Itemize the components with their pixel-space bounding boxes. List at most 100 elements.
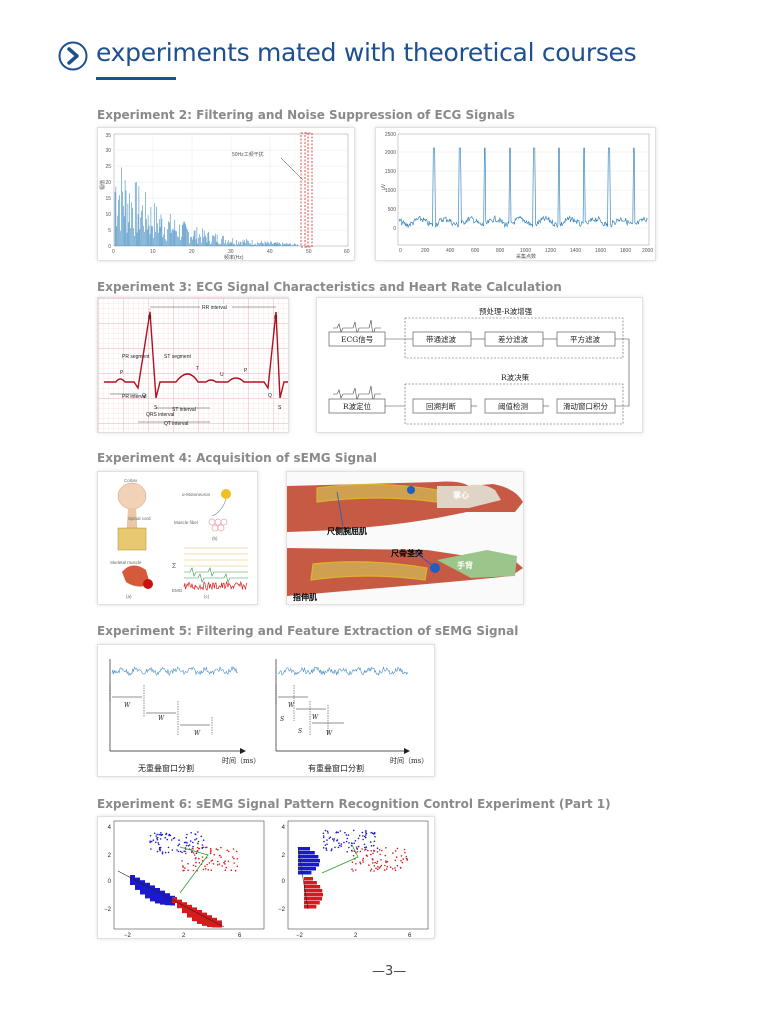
- class-a-point: [185, 841, 187, 844]
- histogram-bar: [177, 899, 182, 909]
- class-a-point: [329, 836, 332, 838]
- class-a-point: [197, 831, 199, 833]
- class-a-point: [149, 840, 151, 842]
- class-b-point: [210, 849, 212, 851]
- class-a-point: [373, 840, 376, 843]
- class-a-point: [167, 846, 170, 849]
- class-a-point: [183, 850, 185, 852]
- q-wave-label: Q: [142, 393, 146, 399]
- experiment-6-title: Experiment 6: sEMG Signal Pattern Recogn…: [97, 797, 611, 811]
- class-a-point: [326, 830, 329, 833]
- svg-text:15: 15: [105, 196, 111, 202]
- svg-text:0: 0: [108, 244, 111, 250]
- class-a-point: [369, 841, 372, 843]
- class-b-point: [394, 859, 397, 862]
- svg-text:1000: 1000: [520, 248, 531, 254]
- class-b-point: [224, 863, 226, 865]
- r-locate-box: [328, 398, 386, 414]
- class-b-point: [209, 852, 212, 855]
- class-b-point: [196, 846, 199, 849]
- svg-text:平方滤波: 平方滤波: [570, 334, 600, 344]
- semg-signal-b: [277, 666, 408, 677]
- class-b-point: [195, 861, 197, 864]
- class-b-point: [371, 858, 374, 860]
- arm-electrode-figure: 掌心 尺侧腕屈肌 尺骨茎突 手背 指伸肌: [286, 471, 524, 605]
- class-b-point: [369, 870, 372, 872]
- svg-text:2: 2: [354, 933, 358, 939]
- class-b-point: [370, 868, 373, 870]
- lda-projection-figure: 4 2 0 −2 4 2 0 −2 −2 2 6 −2 2 6: [97, 816, 435, 939]
- ecg-spectrum-figure: 50Hz工频干扰 0 10 20 30 40 50 60 0 5 10 15 20 25 30 35 频率…: [97, 127, 355, 261]
- class-b-point: [192, 864, 195, 867]
- spectrum-bar: [114, 167, 299, 246]
- svg-text:5: 5: [108, 228, 111, 234]
- svg-text:35: 35: [105, 133, 111, 139]
- histogram-bar: [202, 912, 207, 926]
- class-a-point: [327, 832, 329, 834]
- class-a-point: [350, 849, 353, 852]
- class-b-point: [198, 857, 200, 860]
- class-b-point: [395, 856, 398, 858]
- class-b-point: [182, 869, 184, 872]
- class-a-point: [157, 842, 160, 844]
- class-a-point: [183, 841, 186, 844]
- pr-segment-label: PR segment: [122, 354, 150, 360]
- class-b-point: [195, 857, 197, 859]
- r-wave-flowchart: 预处理-R波增强 ECG信号 带通滤波 差分滤波 平方滤波 R波决策 R波定位 …: [316, 297, 643, 433]
- class-b-point: [202, 868, 205, 871]
- motoneuron-icon: [221, 489, 231, 499]
- class-b-point: [375, 867, 377, 870]
- class-b-point: [373, 865, 376, 867]
- svg-text:30: 30: [105, 148, 111, 154]
- emg-label: EMG: [172, 588, 183, 593]
- ulna-label: 尺骨茎突: [391, 548, 423, 558]
- class-b-point: [391, 868, 394, 870]
- window-label: W: [158, 715, 165, 722]
- svg-text:1800: 1800: [620, 248, 631, 254]
- class-a-point: [338, 842, 340, 844]
- class-b-point: [201, 856, 204, 858]
- class-a-point: [332, 838, 334, 840]
- p-wave-label: P: [244, 368, 248, 374]
- svg-text:500: 500: [388, 207, 397, 213]
- class-a-point: [197, 842, 199, 845]
- page-title: experiments mated with theoretical cours…: [96, 38, 637, 67]
- histogram-bar: [304, 881, 317, 885]
- x-axis-label: 采集点数: [516, 253, 536, 260]
- class-a-point: [337, 846, 340, 849]
- class-b-point: [224, 860, 226, 862]
- svg-text:−2: −2: [104, 907, 112, 913]
- qt-interval-label: QT interval: [164, 421, 188, 427]
- svg-text:−2: −2: [124, 933, 132, 939]
- palm-label: 掌心: [453, 490, 469, 500]
- class-b-point: [384, 864, 386, 867]
- rr-interval-label: RR interval: [202, 305, 227, 311]
- caption-overlap: 有重叠窗口分割: [308, 763, 364, 773]
- window-label: W: [326, 730, 333, 737]
- histogram-bar: [298, 871, 312, 875]
- class-a-point: [365, 846, 368, 848]
- class-a-point: [179, 850, 182, 853]
- class-b-point: [352, 854, 355, 857]
- class-b-point: [187, 862, 189, 865]
- svg-text:400: 400: [446, 248, 455, 254]
- class-a-point: [156, 838, 159, 841]
- x-ticks-right: −2 2 6: [296, 933, 412, 939]
- class-a-point: [156, 833, 158, 836]
- backtrack-box: [412, 398, 472, 414]
- class-b-point: [192, 848, 194, 850]
- panel-c-label: (c): [204, 594, 210, 599]
- class-b-point: [405, 855, 408, 858]
- r-peak-label: R: [148, 315, 152, 321]
- class-a-point: [195, 838, 198, 840]
- class-b-point: [359, 861, 361, 864]
- class-b-point: [193, 854, 196, 856]
- histogram-bar: [165, 893, 170, 906]
- noise-highlight-box: [300, 132, 309, 248]
- y-ticks-left: 4 2 0 −2: [104, 825, 112, 913]
- qrs-interval-label: QRS interval: [146, 412, 174, 418]
- histogram-bar: [304, 901, 320, 905]
- class-a-point: [158, 848, 161, 850]
- class-a-point: [195, 852, 198, 855]
- class-b-point: [378, 867, 381, 869]
